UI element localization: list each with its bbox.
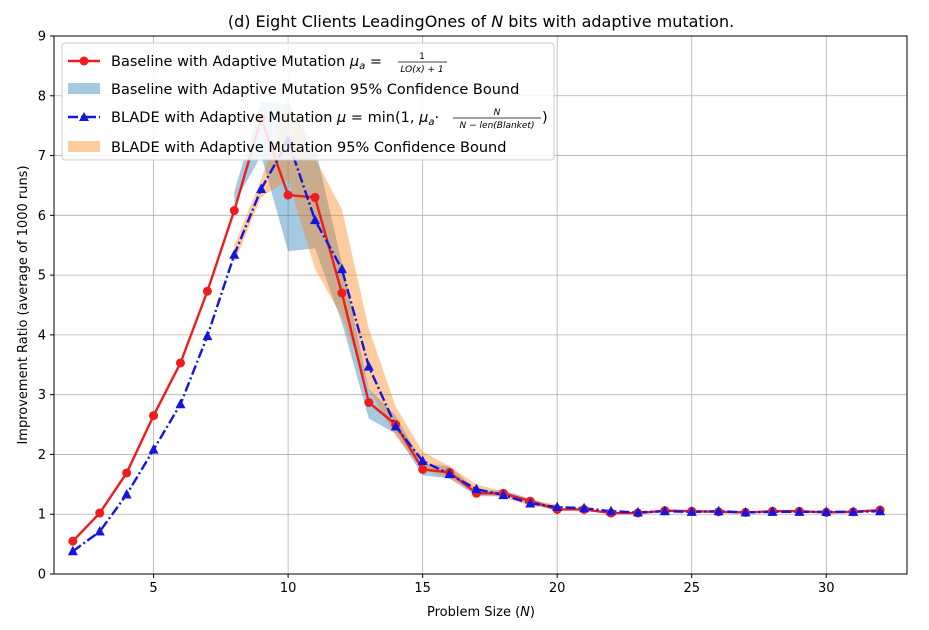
baseline-data-point — [418, 464, 428, 474]
series-markers — [67, 113, 886, 556]
y-tick-label: 9 — [38, 30, 46, 45]
baseline-data-point — [122, 468, 132, 478]
blade-data-point — [606, 505, 617, 516]
blade-data-point — [525, 497, 536, 508]
blade-data-point — [686, 506, 697, 516]
blade-data-point — [229, 249, 240, 259]
baseline-data-point — [229, 206, 239, 216]
blade-data-point — [659, 505, 670, 516]
blade-data-point — [821, 506, 832, 516]
x-axis-label-suffix: ) — [530, 605, 535, 620]
blade-data-point — [875, 505, 886, 516]
blade-data-point — [175, 398, 186, 409]
legend-baseline-eq: = — [365, 54, 382, 70]
y-tick-label: 7 — [38, 149, 46, 164]
baseline-series-line — [71, 117, 881, 542]
baseline-data-point — [364, 397, 374, 407]
x-axis-label: Problem Size (N) — [427, 605, 535, 620]
legend-blade-mu: μ — [336, 110, 346, 126]
legend-blade-marker — [79, 112, 89, 121]
blade-data-point — [390, 420, 401, 431]
blade-data-point — [471, 483, 482, 494]
legend-entry-blade: BLADE with Adaptive Mutation μ = min(1, … — [111, 110, 439, 128]
blade-data-point — [148, 444, 159, 454]
legend-baseline-frac-den: LO(x) + 1 — [400, 65, 443, 75]
legend-blade-band-swatch — [68, 141, 100, 152]
x-tick-label: 10 — [280, 581, 297, 596]
x-tick-label: 30 — [818, 581, 835, 596]
legend-blade-frac-den: N − len(Blanket) — [460, 121, 535, 131]
blade-data-point — [67, 545, 78, 556]
blade-data-point — [632, 506, 643, 517]
baseline-data-point — [337, 288, 347, 298]
legend-blade-text: BLADE with Adaptive Mutation — [111, 110, 337, 126]
blade-data-point — [417, 455, 428, 466]
blade-data-point — [256, 183, 267, 194]
y-tick-label: 5 — [38, 269, 46, 284]
x-tick-label: 5 — [149, 581, 157, 596]
legend-blade-dot: · — [434, 110, 439, 126]
y-tick-label: 4 — [38, 328, 46, 343]
legend-blade-mu-a: μ — [418, 110, 428, 126]
blade-data-point — [767, 506, 778, 516]
x-axis-label-prefix: Problem Size ( — [427, 605, 520, 620]
y-tick-label: 8 — [38, 89, 46, 104]
blade-data-point — [94, 526, 105, 536]
x-tick-label: 15 — [414, 581, 431, 596]
legend-box — [61, 42, 555, 161]
legend-baseline-marker — [79, 56, 89, 66]
chart-title-suffix: bits with adaptive mutation. — [503, 12, 734, 31]
blade-data-point — [794, 506, 805, 516]
legend-blade-frac-num: N — [494, 108, 501, 118]
baseline-data-point — [202, 286, 212, 296]
baseline-data-point — [149, 411, 159, 421]
axis-ticks: 5 10 15 20 25 30 0 1 2 3 4 5 6 7 8 9 — [38, 30, 835, 597]
plot-frame — [53, 35, 908, 575]
baseline-confidence-band — [234, 101, 558, 512]
legend-blade-close: ) — [542, 110, 548, 126]
x-tick-label: 25 — [683, 581, 700, 596]
y-tick-label: 2 — [38, 448, 46, 463]
baseline-data-point — [175, 358, 185, 368]
blade-data-point — [336, 263, 347, 274]
legend: Baseline with Adaptive Mutation μa = 1 L… — [61, 42, 555, 161]
legend-entry-baseline: Baseline with Adaptive Mutation μa = — [111, 54, 382, 72]
y-tick-label: 1 — [38, 508, 46, 523]
blade-data-point — [740, 506, 751, 517]
blade-data-point — [202, 330, 213, 341]
baseline-data-point — [310, 192, 320, 202]
legend-blade-mu-sub: a — [428, 117, 434, 128]
chart-title: (d) Eight Clients LeadingOnes of N bits … — [228, 12, 734, 31]
confidence-bands — [234, 98, 558, 512]
legend-entry-baseline-band: Baseline with Adaptive Mutation 95% Conf… — [111, 82, 519, 98]
legend-baseline-text: Baseline with Adaptive Mutation — [111, 54, 350, 70]
legend-baseline-frac-num: 1 — [419, 52, 425, 62]
x-tick-label: 20 — [549, 581, 566, 596]
blade-data-point — [363, 361, 374, 371]
legend-entry-blade-band: BLADE with Adaptive Mutation 95% Confide… — [111, 140, 506, 156]
blade-data-point — [310, 214, 321, 225]
legend-baseline-mu: μ — [349, 54, 359, 70]
blade-data-point — [713, 505, 724, 516]
blade-data-point — [579, 502, 590, 513]
chart-title-prefix: (d) Eight Clients LeadingOnes of — [228, 12, 491, 31]
baseline-data-point — [283, 190, 293, 200]
blade-data-point — [552, 501, 563, 512]
baseline-data-point — [68, 536, 78, 546]
blade-data-point — [121, 488, 132, 499]
blade-data-point — [848, 506, 859, 516]
y-tick-label: 0 — [38, 568, 46, 583]
chart-title-var: N — [491, 12, 503, 31]
baseline-data-point — [95, 508, 105, 518]
legend-baseline-mu-sub: a — [359, 61, 365, 72]
blade-data-point — [498, 489, 509, 500]
legend-blade-eq: = min(1, — [346, 110, 419, 126]
legend-baseline-band-swatch — [68, 83, 100, 94]
y-tick-label: 3 — [38, 388, 46, 403]
y-axis-label: Improvement Ratio (average of 1000 runs) — [16, 165, 31, 444]
y-tick-label: 6 — [38, 209, 46, 224]
blade-data-point — [444, 468, 455, 479]
x-axis-label-var: N — [520, 605, 530, 620]
